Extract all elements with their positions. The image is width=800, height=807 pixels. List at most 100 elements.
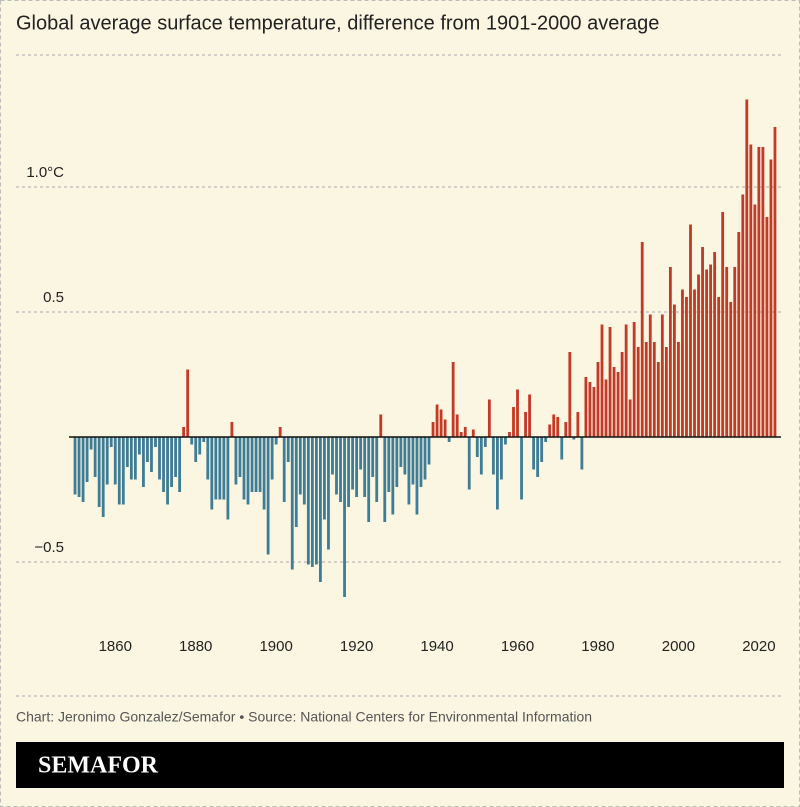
bar — [524, 412, 527, 437]
bar — [274, 437, 278, 445]
bar — [608, 327, 612, 437]
bar — [298, 437, 302, 495]
y-tick-label: 0.5 — [43, 289, 64, 306]
bar — [319, 437, 322, 582]
bar — [210, 437, 214, 510]
x-tick-label: 1860 — [99, 638, 132, 655]
bar — [158, 437, 161, 480]
bar — [125, 437, 129, 467]
bar — [89, 437, 93, 450]
bar — [286, 437, 290, 462]
bar — [713, 252, 717, 437]
bar — [137, 437, 141, 455]
bar — [435, 404, 439, 437]
bar — [379, 414, 383, 437]
bar — [721, 212, 725, 437]
bar — [101, 437, 105, 517]
bar — [266, 437, 270, 555]
bar — [427, 437, 431, 465]
bar — [246, 437, 250, 505]
bar — [584, 377, 588, 437]
bar — [616, 372, 620, 437]
bar — [270, 437, 274, 480]
bar — [238, 437, 242, 477]
bar — [146, 437, 149, 462]
bar — [142, 437, 145, 487]
bar — [359, 437, 363, 470]
bar — [367, 437, 371, 522]
brand-bar — [16, 742, 784, 788]
bar — [375, 437, 379, 502]
bar — [109, 437, 113, 447]
bar — [214, 437, 218, 500]
bar — [154, 437, 157, 447]
bar — [528, 394, 531, 437]
bar — [532, 437, 536, 470]
bar — [664, 347, 668, 437]
bar — [612, 367, 616, 437]
bar — [596, 362, 600, 437]
bar — [459, 432, 463, 437]
bar — [741, 194, 745, 437]
bar — [672, 304, 676, 437]
bar — [504, 437, 507, 445]
bar — [479, 437, 483, 475]
bar — [226, 437, 230, 520]
bar — [451, 362, 455, 437]
bar — [113, 437, 117, 485]
bar — [463, 427, 467, 437]
bar — [725, 267, 729, 437]
bar — [705, 269, 708, 437]
bar — [415, 437, 419, 515]
bar — [411, 437, 415, 485]
bar — [170, 437, 173, 487]
x-tick-label: 1880 — [179, 638, 212, 655]
bar — [117, 437, 121, 505]
bar — [701, 247, 704, 437]
bar — [150, 437, 153, 472]
bar — [278, 427, 282, 437]
bar — [572, 437, 576, 440]
bar — [761, 147, 765, 437]
bar — [133, 437, 137, 480]
bar — [202, 437, 206, 442]
bar — [73, 437, 77, 495]
bar — [745, 99, 749, 437]
bar — [660, 314, 664, 437]
bar — [508, 432, 511, 437]
bar — [331, 437, 334, 475]
bar — [540, 437, 544, 462]
bar — [222, 437, 226, 500]
bar — [383, 437, 387, 522]
bar — [347, 437, 350, 507]
bar — [632, 322, 636, 437]
y-tick-label: 1.0°C — [26, 164, 64, 181]
bar — [765, 217, 769, 437]
bar — [652, 342, 656, 437]
bar — [371, 437, 375, 477]
bar — [355, 437, 359, 497]
bar — [314, 437, 318, 565]
bar — [97, 437, 101, 507]
bar — [568, 352, 572, 437]
bar — [323, 437, 326, 520]
bar — [487, 399, 491, 437]
bar — [471, 429, 475, 437]
bar — [495, 437, 499, 510]
bar — [520, 437, 523, 500]
bar — [294, 437, 298, 527]
bar — [548, 424, 552, 437]
bar — [475, 437, 479, 457]
bar — [491, 437, 495, 475]
bar — [604, 379, 608, 437]
bar — [250, 437, 254, 492]
bar — [327, 437, 330, 550]
bar — [697, 274, 700, 437]
bar — [254, 437, 258, 492]
bar — [282, 437, 286, 502]
x-tick-label: 1980 — [581, 638, 614, 655]
bar — [218, 437, 222, 500]
bar — [242, 437, 246, 500]
bar — [395, 437, 399, 487]
